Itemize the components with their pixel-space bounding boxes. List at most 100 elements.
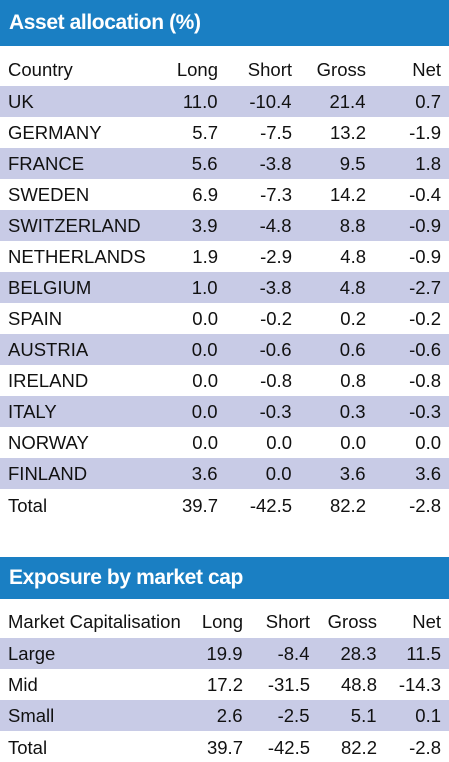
cell-long: 11.0 [149,86,220,117]
column-header-country: Country [8,59,73,80]
cell-short: -0.2 [260,307,292,329]
cell-long: 0.0 [149,334,220,365]
cell-long: 5.6 [149,148,220,179]
cell-gross: 13.2 [329,121,366,143]
table-row: NORWAY 0.0 0.0 0.0 0.0 [0,427,449,458]
cell-net: -2.7 [367,272,449,303]
cell-net: 0.1 [378,700,449,731]
cell-label: NORWAY [8,431,89,453]
cell-net: -0.4 [409,183,441,205]
column-header-net: Net [412,611,441,632]
cell-gross: 4.8 [340,245,366,267]
cell-label: ITALY [0,396,150,427]
cell-gross: 48.8 [340,673,377,695]
cell-label: SPAIN [8,307,63,329]
cell-short: -31.5 [267,673,310,695]
cell-long: 5.7 [192,121,218,143]
table-row: BELGIUM 1.0 -3.8 4.8 -2.7 [0,272,449,303]
table-row: SPAIN 0.0 -0.2 0.2 -0.2 [0,303,449,334]
cell-long: 39.7 [206,737,243,758]
cell-gross: 21.4 [293,86,368,117]
cell-net: 11.5 [378,638,449,669]
cell-label: Small [0,700,175,731]
cell-long: 39.7 [181,495,218,516]
cell-short: -3.8 [219,148,294,179]
cell-short: -42.5 [267,737,310,758]
asset-allocation-header-row: Country Long Short Gross Net [0,54,449,86]
market-cap-title-text: Exposure by market cap [9,566,243,589]
cell-long: 17.2 [206,673,243,695]
cell-net: -0.8 [409,369,441,391]
cell-label: AUSTRIA [0,334,150,365]
asset-allocation-title: Asset allocation (%) [0,0,449,46]
table-row: AUSTRIA 0.0 -0.6 0.6 -0.6 [0,334,449,365]
cell-short: -0.8 [260,369,292,391]
cell-label: BELGIUM [0,272,150,303]
cell-short: -10.4 [219,86,294,117]
cell-short: -42.5 [249,495,292,516]
cell-gross: 14.2 [329,183,366,205]
cell-short: -7.3 [260,183,292,205]
cell-gross: 9.5 [293,148,368,179]
cell-short: 0.0 [266,431,292,453]
cell-net: -2.8 [409,495,441,516]
table-row: Mid 17.2 -31.5 48.8 -14.3 [0,669,449,700]
cell-short: -3.8 [219,272,294,303]
cell-gross: 0.6 [293,334,368,365]
table-row: GERMANY 5.7 -7.5 13.2 -1.9 [0,117,449,148]
cell-label: Large [0,638,175,669]
cell-label: Mid [8,673,38,695]
cell-gross: 3.6 [293,458,368,489]
column-header-gross: Gross [316,59,366,80]
cell-gross: 4.8 [293,272,368,303]
cell-long: 6.9 [192,183,218,205]
cell-label: Total [8,737,48,758]
table-row: UK 11.0 -10.4 21.4 0.7 [0,86,449,117]
column-header-short: Short [247,59,292,80]
cell-short: -4.8 [219,210,294,241]
cell-label: Total [8,495,48,516]
table-row: Total 39.7 -42.5 82.2 -2.8 [0,489,449,523]
cell-net: -1.9 [409,121,441,143]
asset-allocation-table: Country Long Short Gross Net UK 11.0 -10.4… [0,54,449,523]
cell-long: 19.9 [174,638,245,669]
cell-gross: 0.0 [340,431,366,453]
cell-label: UK [0,86,150,117]
cell-net: -2.8 [409,737,441,758]
market-cap-header-row: Market Capitalisation Long Short Gross N… [0,606,449,638]
cell-long: 2.6 [174,700,245,731]
cell-net: -14.3 [398,673,441,695]
cell-label: NETHERLANDS [8,245,146,267]
cell-gross: 82.2 [340,737,377,758]
table-row: Large 19.9 -8.4 28.3 11.5 [0,638,449,669]
cell-label: GERMANY [8,121,102,143]
table-row: NETHERLANDS 1.9 -2.9 4.8 -0.9 [0,241,449,272]
asset-allocation-title-text: Asset allocation (%) [9,11,201,34]
column-header-long: Long [201,611,243,632]
cell-short: -2.5 [244,700,312,731]
cell-long: 1.0 [149,272,220,303]
cell-net: -0.6 [367,334,449,365]
cell-long: 3.9 [149,210,220,241]
cell-gross: 0.8 [340,369,366,391]
cell-long: 0.0 [192,431,218,453]
column-header-market-capitalisation: Market Capitalisation [8,611,181,632]
cell-long: 3.6 [149,458,220,489]
cell-short: 0.0 [219,458,294,489]
cell-gross: 0.3 [293,396,368,427]
cell-short: -0.3 [219,396,294,427]
cell-long: 0.0 [149,396,220,427]
column-header-short: Short [265,611,310,632]
cell-label: FINLAND [0,458,150,489]
cell-net: -0.9 [367,210,449,241]
table-row: Small 2.6 -2.5 5.1 0.1 [0,700,449,731]
cell-gross: 5.1 [311,700,379,731]
cell-net: 3.6 [367,458,449,489]
cell-net: -0.2 [409,307,441,329]
table-row: FINLAND 3.6 0.0 3.6 3.6 [0,458,449,489]
cell-short: -0.6 [219,334,294,365]
column-header-long: Long [176,59,218,80]
cell-net: -0.3 [367,396,449,427]
cell-gross: 0.2 [340,307,366,329]
table-row: Total 39.7 -42.5 82.2 -2.8 [0,731,449,762]
